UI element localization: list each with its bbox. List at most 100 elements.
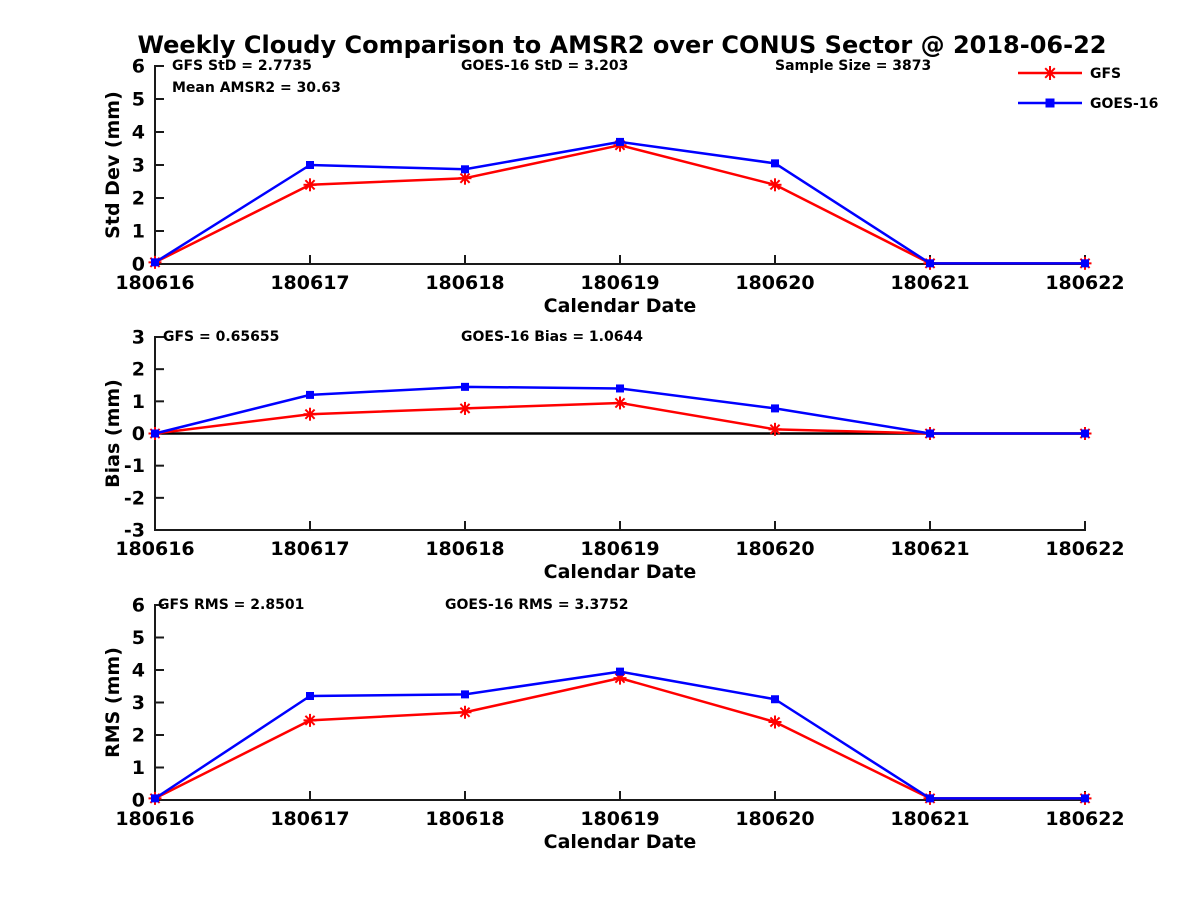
asterisk-marker [303,178,317,192]
subplot-std-dev: 0 1 2 3 4 5 6 180616 180617 180618 180619 180620 180… [102,56,1125,318]
y-tick-label: 2 [132,188,145,210]
y-tick-label: 3 [132,327,145,349]
square-marker [461,382,469,391]
y-tick-label: 4 [132,660,145,682]
x-tick-label: 180616 [115,808,194,830]
subplot-bias: -3 -2 -1 0 1 2 3 180616 180617 180618 180619 180620… [102,327,1125,584]
legend-item-goes16: GOES-16 [1018,96,1158,112]
square-marker [616,384,624,393]
legend-label-goes16: GOES-16 [1090,96,1158,112]
series-line-goes-16 [154,140,1085,265]
y-tick-label: 1 [132,391,145,413]
y-tick-label: 1 [132,221,145,243]
square-marker [461,690,469,699]
annotation: GOES-16 Bias = 1.0644 [461,329,643,345]
annotation: GOES-16 RMS = 3.3752 [445,597,629,613]
asterisk-marker [768,715,782,729]
x-tick-label: 180618 [425,272,504,294]
square-marker [151,794,159,803]
square-marker [151,429,159,438]
square-marker [306,161,314,169]
annotation: GFS = 0.65655 [163,329,279,345]
y-tick-label: 6 [132,56,145,78]
x-tick-label: 180617 [270,808,349,830]
x-tick-label: 180620 [735,272,814,294]
y-tick-label: 3 [132,692,145,714]
y-tick-label: -3 [124,520,145,542]
y-tick-label: 2 [132,725,145,747]
x-tick-label: 180616 [115,538,194,560]
annotation: Sample Size = 3873 [775,58,931,74]
y-tick-label: 3 [132,155,145,177]
x-tick-label: 180619 [580,808,659,830]
x-tick-label: 180617 [270,272,349,294]
x-axis-title: Calendar Date [544,561,697,583]
asterisk-marker [458,705,472,719]
y-tick-label: 0 [132,790,145,812]
legend: GFS GOES-16 [1018,66,1158,112]
asterisk-marker [768,422,782,436]
annotation: Mean AMSR2 = 30.63 [172,80,341,96]
square-marker [616,137,624,146]
asterisk-icon [1043,66,1057,80]
asterisk-marker [458,401,472,415]
square-marker [461,165,469,174]
asterisk-marker [303,407,317,421]
square-marker [1081,794,1089,803]
asterisk-marker [303,713,317,727]
y-tick-label: 4 [132,122,145,144]
subplots: 0 1 2 3 4 5 6 180616 180617 180618 180619 180620 180… [102,56,1125,854]
annotation: GFS RMS = 2.8501 [158,597,304,613]
y-axis-title: Std Dev (mm) [102,91,124,239]
x-tick-label: 180618 [425,808,504,830]
x-tick-label: 180621 [890,808,969,830]
x-tick-label: 180622 [1045,538,1124,560]
series-line-goes-16 [154,385,1085,435]
x-tick-label: 180618 [425,538,504,560]
legend-item-gfs: GFS [1018,66,1121,82]
square-icon [1045,98,1055,108]
y-tick-label: 5 [132,627,145,649]
x-tick-label: 180621 [890,538,969,560]
square-marker [616,667,624,676]
square-marker [771,404,779,413]
x-tick-label: 180621 [890,272,969,294]
asterisk-marker [458,171,472,185]
x-tick-label: 180620 [735,538,814,560]
x-tick-label: 180619 [580,538,659,560]
square-marker [771,159,779,168]
square-marker [306,390,314,399]
y-tick-label: -1 [124,455,145,477]
x-tick-label: 180622 [1045,808,1124,830]
square-marker [926,794,934,803]
y-tick-label: 0 [132,254,145,276]
series-line-gfs [154,676,1085,800]
square-marker [306,692,314,700]
square-marker [151,258,159,267]
series-line-gfs [154,143,1085,265]
annotation: GFS StD = 2.7735 [172,58,312,74]
asterisk-marker [768,178,782,192]
legend-label-gfs: GFS [1090,66,1121,82]
square-marker [771,695,779,704]
annotation: GOES-16 StD = 3.203 [461,58,628,74]
y-axis-title: Bias (mm) [102,379,124,488]
series-line-goes-16 [154,670,1085,800]
y-tick-label: 6 [132,595,145,617]
x-tick-label: 180616 [115,272,194,294]
y-tick-label: 0 [132,423,145,445]
y-axis-title: RMS (mm) [102,647,124,758]
x-axis-title: Calendar Date [544,295,697,317]
y-tick-label: 2 [132,359,145,381]
y-tick-label: 5 [132,89,145,111]
square-marker [1081,429,1089,438]
square-marker [926,259,934,268]
y-tick-label: 1 [132,757,145,779]
asterisk-marker [613,396,627,410]
square-marker [1081,259,1089,268]
y-tick-label: -2 [124,487,145,509]
x-tick-label: 180622 [1045,272,1124,294]
x-axis-title: Calendar Date [544,831,697,853]
